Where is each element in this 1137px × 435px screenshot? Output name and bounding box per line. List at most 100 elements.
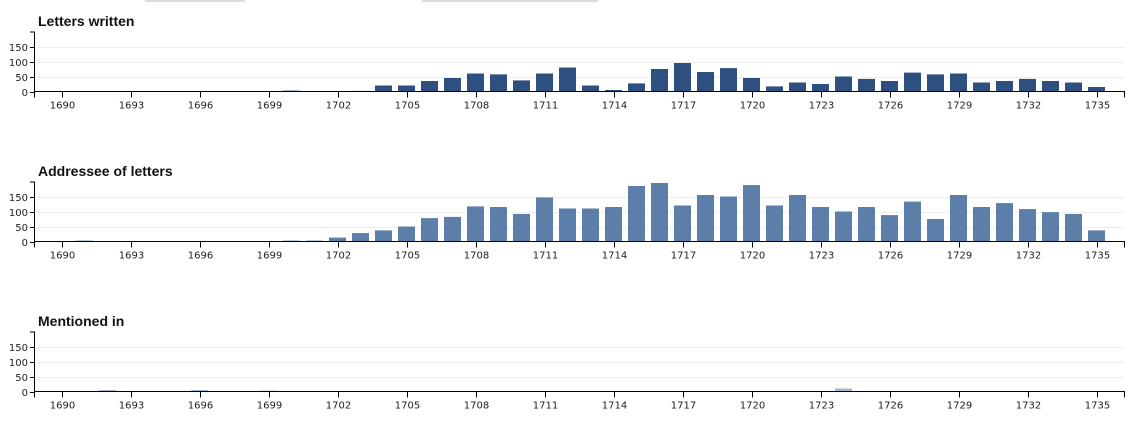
x-tick-label: 1693 [119, 251, 144, 262]
x-tick-label: 1717 [671, 401, 696, 412]
y-axis [30, 331, 35, 392]
bar [904, 201, 921, 242]
chart-title: Mentioned in [38, 313, 124, 329]
bar [628, 186, 645, 242]
bar [513, 213, 530, 242]
y-axis [30, 31, 35, 92]
bar [697, 72, 714, 92]
bar [398, 85, 415, 92]
bar [467, 206, 484, 242]
y-tick-label: 100 [9, 208, 28, 219]
x-tick-label: 1702 [326, 401, 351, 412]
y-axis [30, 181, 35, 242]
chart-title: Letters written [38, 13, 134, 29]
bar [1088, 230, 1105, 242]
x-tick-label: 1696 [188, 401, 213, 412]
y-tick-label: 150 [9, 193, 28, 204]
bar [536, 73, 553, 92]
bar [605, 90, 622, 92]
x-tick-label: 1732 [1016, 101, 1041, 112]
y-tick-label: 150 [9, 43, 28, 54]
x-axis [34, 91, 1125, 98]
x-tick-label: 1726 [878, 101, 903, 112]
x-tick-label: 1699 [257, 401, 282, 412]
y-tick-label: 50 [15, 73, 28, 84]
chart-panel: Addressee of letters 0 50 100 150 1690 1693 169… [9, 163, 1125, 262]
bar [421, 81, 438, 92]
x-axis [34, 391, 1125, 398]
bar [858, 207, 875, 242]
x-tick-label: 1711 [533, 101, 558, 112]
bar [812, 84, 829, 92]
x-tick-label: 1729 [947, 401, 972, 412]
top-tab-left [145, 0, 245, 2]
y-tick-label: 100 [9, 358, 28, 369]
x-tick-label: 1699 [257, 251, 282, 262]
bar [559, 67, 576, 92]
x-tick-label: 1702 [326, 251, 351, 262]
x-tick-label: 1714 [602, 101, 627, 112]
bar [720, 68, 737, 92]
bar [835, 211, 852, 242]
bar [743, 185, 760, 242]
y-tick-label: 0 [22, 388, 28, 399]
bar [99, 390, 116, 392]
x-tick-label: 1723 [809, 401, 834, 412]
x-tick-label: 1708 [464, 401, 489, 412]
x-tick-label: 1723 [809, 101, 834, 112]
bar [559, 208, 576, 242]
bar [720, 196, 737, 242]
bar [191, 390, 208, 392]
x-tick-label: 1717 [671, 101, 696, 112]
bar [835, 76, 852, 92]
bar [513, 80, 530, 92]
bar [490, 207, 507, 242]
bar [766, 86, 783, 92]
x-tick-label: 1705 [395, 251, 420, 262]
bar [467, 73, 484, 92]
x-tick-label: 1735 [1085, 401, 1110, 412]
x-tick-label: 1726 [878, 251, 903, 262]
x-tick-label: 1717 [671, 251, 696, 262]
y-tick-label: 100 [9, 58, 28, 69]
bar [1019, 78, 1036, 92]
chart-panel: Mentioned in 0 50 100 150 1690 1693 1696 1699 170… [9, 313, 1125, 412]
x-tick-label: 1720 [740, 101, 765, 112]
bar [375, 85, 392, 92]
x-tick-label: 1708 [464, 251, 489, 262]
bar [1042, 81, 1059, 92]
bar [490, 74, 507, 92]
bar [789, 195, 806, 242]
x-tick-label: 1696 [188, 101, 213, 112]
y-tick-label: 50 [15, 373, 28, 384]
bar [674, 205, 691, 242]
x-tick-label: 1723 [809, 251, 834, 262]
bar [398, 226, 415, 242]
bar [812, 207, 829, 242]
bar [421, 218, 438, 242]
bar [352, 233, 369, 242]
bar [1088, 87, 1105, 92]
y-tick-label: 0 [22, 88, 28, 99]
bar [950, 73, 967, 92]
x-tick-label: 1711 [533, 251, 558, 262]
x-tick-label: 1732 [1016, 251, 1041, 262]
bar [996, 203, 1013, 242]
bar [996, 81, 1013, 92]
bar [1065, 213, 1082, 242]
bar [605, 207, 622, 242]
x-tick-label: 1732 [1016, 401, 1041, 412]
x-tick-label: 1726 [878, 401, 903, 412]
x-tick-label: 1693 [119, 401, 144, 412]
bar [973, 82, 990, 92]
bar [536, 197, 553, 242]
x-tick-label: 1699 [257, 101, 282, 112]
x-tick-label: 1708 [464, 101, 489, 112]
y-tick-label: 50 [15, 223, 28, 234]
x-tick-label: 1735 [1085, 101, 1110, 112]
bar [651, 183, 668, 242]
bar [789, 82, 806, 92]
bar [881, 215, 898, 242]
y-tick-label: 150 [9, 343, 28, 354]
